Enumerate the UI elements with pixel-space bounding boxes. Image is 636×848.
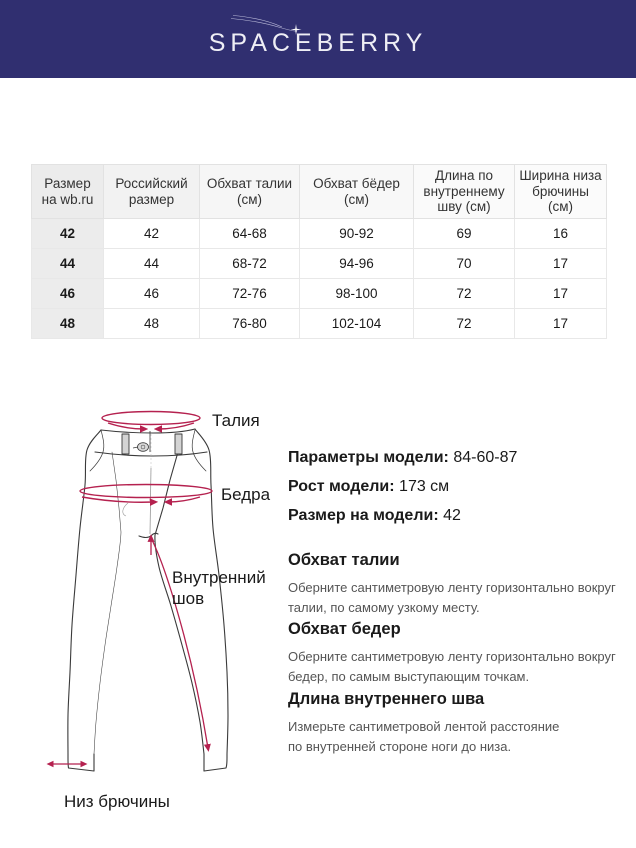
- svg-text:шов: шов: [172, 589, 204, 608]
- svg-text:Бедра: Бедра: [221, 485, 271, 504]
- svg-text:Низ брючины: Низ брючины: [64, 792, 170, 811]
- svg-text:Внутренний: Внутренний: [172, 568, 266, 587]
- svg-text:Талия: Талия: [212, 411, 260, 430]
